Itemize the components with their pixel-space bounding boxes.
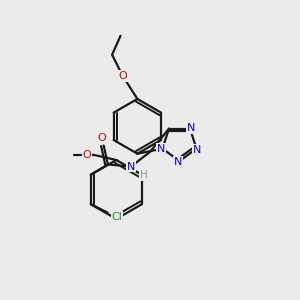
Text: H: H bbox=[140, 170, 148, 180]
Text: N: N bbox=[157, 144, 166, 154]
Text: O: O bbox=[118, 71, 127, 81]
Text: N: N bbox=[194, 145, 202, 155]
Text: N: N bbox=[174, 157, 183, 167]
Text: O: O bbox=[82, 150, 91, 160]
Text: O: O bbox=[97, 133, 106, 143]
Text: Cl: Cl bbox=[112, 212, 122, 222]
Text: N: N bbox=[127, 162, 135, 172]
Text: N: N bbox=[187, 123, 195, 133]
